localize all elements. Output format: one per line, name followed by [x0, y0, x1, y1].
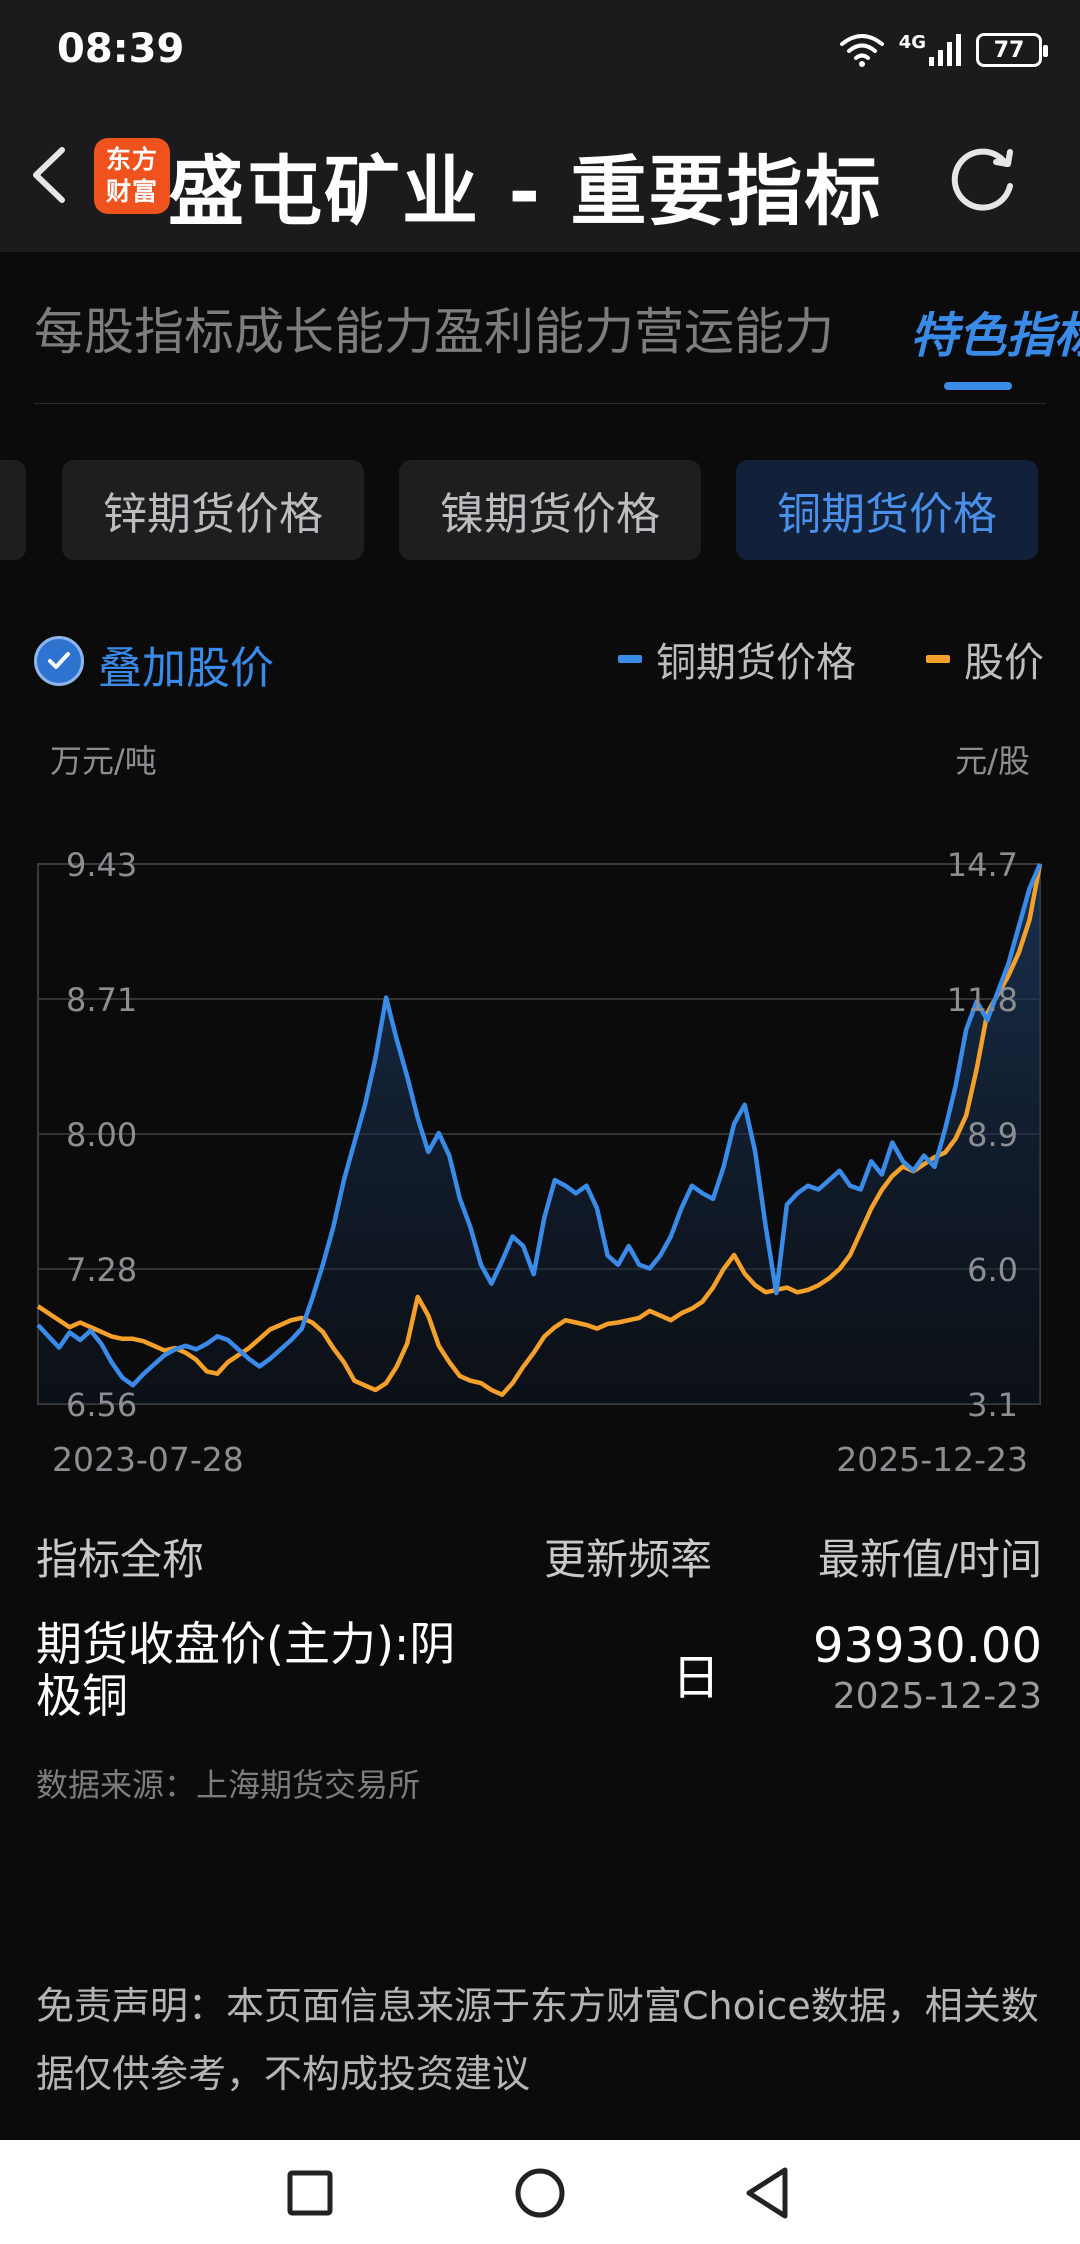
- battery-indicator: 77: [976, 33, 1048, 67]
- sub-tab-nickel[interactable]: 镍期货价格: [399, 460, 701, 560]
- network-type: 4G: [898, 31, 926, 53]
- left-tick-label: 8.00: [66, 1116, 137, 1154]
- right-tick-label: 3.1: [967, 1386, 1018, 1424]
- price-chart[interactable]: 9.43 14.7 8.71 11.8 8.00 8.9 7.28 6.0 6.56 3.1: [0, 820, 1080, 1480]
- check-icon: [48, 652, 70, 669]
- indicator-name: 期货收盘价(主力):阴极铜: [36, 1617, 456, 1723]
- status-time: 08:39: [57, 26, 185, 72]
- legend-stock-swatch: [926, 655, 950, 663]
- page-title: 盛屯矿业 - 重要指标: [168, 147, 883, 236]
- legend-copper: 铜期货价格: [618, 630, 856, 688]
- wifi-icon: [839, 34, 884, 67]
- sub-tab-zinc[interactable]: 锌期货价格: [62, 460, 364, 560]
- brand-logo-line1: 东方: [105, 145, 158, 174]
- recent-apps-button[interactable]: [275, 2158, 345, 2228]
- header-name: 指标全称: [36, 1535, 205, 1584]
- right-tick-label: 11.8: [947, 981, 1018, 1019]
- data-source: 数据来源：上海期货交易所: [36, 1766, 421, 1804]
- chart-start-date: 2023-07-28: [52, 1440, 244, 1479]
- header-frequency: 更新频率: [544, 1535, 713, 1584]
- brand-logo: 东方 财富: [94, 138, 170, 214]
- sub-tab-copper[interactable]: 铜期货价格: [736, 460, 1038, 560]
- copper-area-fill: [38, 864, 1040, 1404]
- status-icons: 4G 77: [839, 28, 1048, 72]
- left-tick-label: 6.56: [66, 1386, 137, 1424]
- right-axis-unit: 元/股: [955, 742, 1030, 780]
- nav-back-button[interactable]: [733, 2158, 803, 2228]
- tab-per-share[interactable]: 每股指标: [34, 303, 234, 361]
- active-tab-indicator: [944, 382, 1012, 390]
- tab-operation[interactable]: 营运能力: [634, 303, 834, 361]
- tab-growth[interactable]: 成长能力: [234, 303, 434, 361]
- right-tick-label: 8.9: [967, 1116, 1018, 1154]
- indicator-value: 93930.00: [812, 1618, 1042, 1674]
- left-axis-unit: 万元/吨: [50, 742, 157, 780]
- legend-copper-label: 铜期货价格: [656, 640, 856, 686]
- home-button[interactable]: [505, 2158, 575, 2228]
- overlay-label[interactable]: 叠加股价: [98, 643, 274, 694]
- legend-stock: 股价: [926, 630, 1044, 688]
- disclaimer: 免责声明：本页面信息来源于东方财富Choice数据，相关数据仅供参考，不构成投资…: [36, 1984, 1039, 2096]
- top-bar: 08:39 4G 77 东方 财富 盛屯矿业 - 重要指标: [0, 0, 1080, 252]
- chart-end-date: 2025-12-23: [836, 1440, 1028, 1479]
- right-tick-label: 14.7: [947, 846, 1018, 884]
- indicator-date: 2025-12-23: [832, 1676, 1042, 1717]
- category-tabs: 每股指标 成长能力 盈利能力 营运能力 特色指标: [34, 292, 1080, 404]
- tab-profitability[interactable]: 盈利能力: [434, 303, 634, 361]
- brand-logo-line2: 财富: [105, 177, 158, 206]
- legend-stock-label: 股价: [964, 640, 1044, 686]
- signal-icon: [929, 34, 961, 66]
- copper-price-line: [36, 863, 1043, 1388]
- system-nav-bar: [0, 2140, 1080, 2244]
- tab-special[interactable]: 特色指标: [910, 308, 1080, 364]
- left-tick-label: 9.43: [66, 846, 137, 884]
- stock-price-line: [36, 863, 1043, 1397]
- battery-level: 77: [993, 37, 1025, 63]
- left-tick-label: 8.71: [66, 981, 137, 1019]
- right-tick-label: 6.0: [967, 1251, 1018, 1289]
- overlay-checkbox[interactable]: [34, 636, 84, 686]
- back-button[interactable]: [22, 140, 78, 210]
- indicator-frequency: 日: [672, 1650, 721, 1706]
- left-tick-label: 7.28: [66, 1251, 137, 1289]
- refresh-button[interactable]: [944, 140, 1024, 220]
- legend-copper-swatch: [618, 655, 642, 663]
- sub-tab-partial[interactable]: [0, 460, 26, 560]
- header-latest: 最新值/时间: [817, 1535, 1042, 1584]
